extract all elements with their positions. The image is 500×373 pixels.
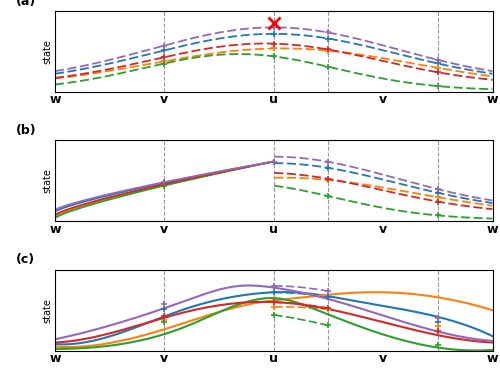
Y-axis label: state: state [42, 169, 52, 193]
Text: (a): (a) [16, 0, 36, 8]
Y-axis label: state: state [42, 39, 52, 64]
Text: (b): (b) [16, 124, 36, 137]
Y-axis label: state: state [42, 298, 52, 323]
Text: (c): (c) [16, 253, 35, 266]
